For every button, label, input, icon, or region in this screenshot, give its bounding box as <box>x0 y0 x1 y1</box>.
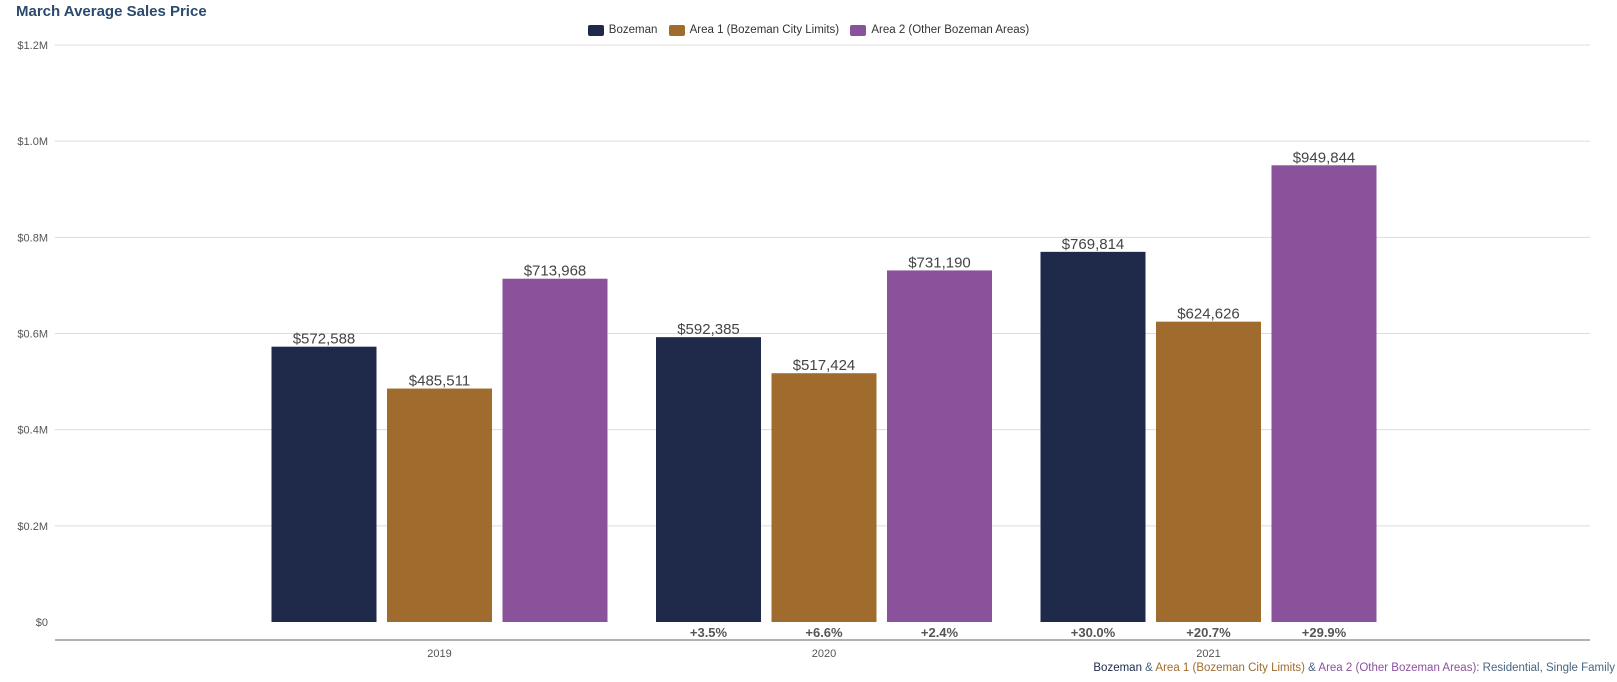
legend-label-area-1: Area 1 (Bozeman City Limits) <box>689 24 840 36</box>
footnote-area-1: Area 1 (Bozeman City Limits) <box>1155 662 1305 674</box>
y-tick-label: $0.6M <box>17 329 48 341</box>
legend-item-area-2[interactable]: Area 2 (Other Bozeman Areas) <box>850 24 1029 36</box>
legend-item-bozeman[interactable]: Bozeman <box>587 24 658 36</box>
bar <box>271 346 377 622</box>
legend-swatch-bozeman <box>587 24 604 36</box>
footnote-amp-2: & <box>1304 662 1319 674</box>
change-label: +20.7% <box>1186 625 1231 640</box>
footnote-area-2: Area 2 (Other Bozeman Areas) <box>1318 662 1477 674</box>
change-label: +30.0% <box>1071 625 1116 640</box>
bar-value-label: $485,511 <box>409 373 470 390</box>
chart-title: March Average Sales Price <box>16 3 207 20</box>
bar <box>1271 165 1377 623</box>
bar-value-label: $769,814 <box>1062 236 1125 253</box>
x-tick-label: 2021 <box>1196 648 1220 660</box>
bar-value-label: $624,626 <box>1177 306 1240 323</box>
change-label: +6.6% <box>805 625 843 640</box>
bar-value-label: $713,968 <box>524 263 587 280</box>
bar <box>771 373 877 622</box>
y-tick-label: $0.2M <box>17 521 48 533</box>
y-tick-label: $1.0M <box>17 136 48 148</box>
chart-footnote: Bozeman & Area 1 (Bozeman City Limits) &… <box>1093 662 1615 674</box>
bar-chart-plot: $0 $0.2M $0.4M $0.6M $0.8M $1.0M $1.2M $572,588… <box>17 40 1590 660</box>
legend-swatch-area-2 <box>850 24 867 36</box>
bar-value-label: $572,588 <box>293 331 356 348</box>
bar <box>502 278 608 622</box>
bar <box>656 337 761 622</box>
bar-value-label: $949,844 <box>1293 149 1356 166</box>
legend-swatch-area-1 <box>668 24 685 36</box>
legend-label-area-2: Area 2 (Other Bozeman Areas) <box>871 24 1030 36</box>
y-tick-label: $0.8M <box>17 232 48 244</box>
bar <box>1040 251 1146 622</box>
bar <box>387 388 492 622</box>
change-label: +3.5% <box>690 625 728 640</box>
change-label: +2.4% <box>921 625 959 640</box>
bar-value-label: $517,424 <box>793 357 856 374</box>
y-tick-label: $0 <box>36 617 48 629</box>
footnote-bozeman: Bozeman <box>1093 662 1142 674</box>
legend-item-area-1[interactable]: Area 1 (Bozeman City Limits) <box>668 24 840 36</box>
x-tick-label: 2019 <box>427 648 451 660</box>
bar-value-label: $731,190 <box>908 254 971 271</box>
y-tick-label: $1.2M <box>17 40 48 52</box>
footnote-suffix: : Residential, Single Family <box>1476 662 1615 674</box>
bar <box>887 270 992 622</box>
legend-label-bozeman: Bozeman <box>608 24 658 36</box>
bar-value-label: $592,385 <box>677 321 740 338</box>
change-label: +29.9% <box>1302 625 1347 640</box>
y-tick-label: $0.4M <box>17 425 48 437</box>
bar <box>1156 321 1261 622</box>
x-tick-label: 2020 <box>812 648 836 660</box>
footnote-amp-1: & <box>1141 662 1156 674</box>
chart-legend: Bozeman Area 1 (Bozeman City Limits) Are… <box>0 24 1617 39</box>
